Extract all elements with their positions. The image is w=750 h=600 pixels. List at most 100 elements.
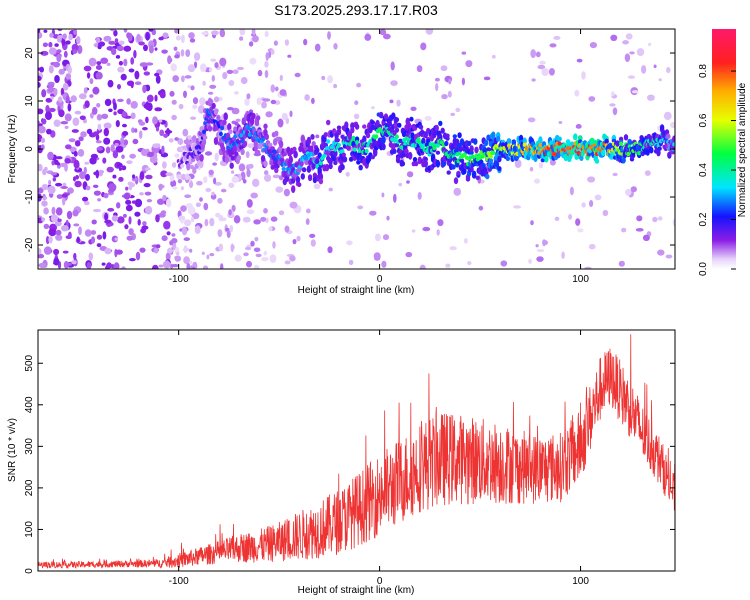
heatmap-cell (318, 161, 323, 166)
heatmap-cell (67, 65, 72, 75)
heatmap-cell (195, 202, 201, 208)
heatmap-cell (256, 149, 261, 156)
heatmap-cell (217, 229, 223, 238)
heatmap-cell (278, 210, 285, 216)
heatmap-cell (126, 235, 134, 241)
heatmap-cell (250, 240, 255, 247)
heatmap-cell (491, 54, 496, 59)
heatmap-cell (186, 162, 191, 171)
heatmap-cell (174, 153, 180, 158)
heatmap-cell (64, 125, 69, 129)
heatmap-cell (104, 212, 109, 221)
heatmap-cell (41, 217, 45, 222)
heatmap-cell (184, 75, 192, 79)
heatmap-cell (117, 98, 124, 102)
heatmap-cell (167, 55, 172, 65)
heatmap-cell (133, 50, 137, 59)
heatmap-cell (242, 216, 251, 223)
heatmap-cell (162, 260, 171, 269)
heatmap-cell (230, 155, 236, 161)
heatmap-cell (228, 182, 235, 188)
heatmap-cell (251, 112, 256, 120)
heatmap-cell (270, 165, 275, 170)
heatmap-cell (670, 121, 675, 129)
heatmap-cell (145, 174, 153, 180)
heatmap-cell (364, 148, 369, 154)
heatmap-cell (270, 49, 275, 55)
heatmap-cell (71, 43, 79, 52)
heatmap-cell (263, 123, 268, 130)
heatmap-cell (95, 65, 103, 70)
heatmap-cell (666, 67, 671, 74)
heatmap-cell (511, 140, 516, 147)
heatmap-cell (153, 247, 159, 254)
y-tick-label: 100 (24, 521, 35, 538)
heatmap-cell (364, 33, 372, 41)
heatmap-cell (370, 120, 375, 125)
heatmap-cell (218, 131, 223, 137)
heatmap-cell (311, 97, 315, 104)
heatmap-cell (174, 137, 179, 141)
heatmap-cell (42, 42, 49, 48)
heatmap-cell (48, 236, 53, 244)
heatmap-cell (449, 246, 457, 251)
heatmap-cell (657, 146, 662, 151)
heatmap-cell (227, 107, 234, 111)
heatmap-cell (279, 89, 287, 96)
heatmap-cell (168, 138, 174, 143)
heatmap-cell (657, 216, 663, 221)
heatmap-cell (672, 218, 675, 227)
heatmap-cell (105, 146, 111, 154)
heatmap-cell (101, 113, 109, 120)
heatmap-cell (211, 75, 215, 82)
heatmap-cell (541, 68, 549, 76)
heatmap-cell (288, 155, 293, 164)
heatmap-cell (197, 104, 205, 114)
heatmap-cell (625, 188, 632, 196)
heatmap-cell (574, 89, 580, 97)
heatmap-cell (618, 260, 625, 267)
heatmap-cell (347, 135, 353, 141)
heatmap-cell (85, 173, 90, 181)
heatmap-cell (79, 171, 86, 180)
heatmap-cell (475, 175, 480, 180)
heatmap-cell (327, 75, 333, 84)
heatmap-cell (242, 179, 247, 184)
colorbar-tick-label: 0.8 (698, 64, 709, 78)
heatmap-cell (152, 143, 161, 149)
heatmap-cell (176, 251, 180, 256)
heatmap-cell (229, 162, 234, 169)
heatmap-cell (55, 182, 63, 187)
heatmap-cell (128, 216, 132, 225)
heatmap-cell (666, 133, 671, 139)
heatmap-cell (264, 61, 269, 68)
heatmap-cell (123, 213, 127, 218)
heatmap-cell (157, 198, 165, 205)
heatmap-cell (307, 174, 313, 182)
heatmap-cell (592, 139, 597, 145)
heatmap-cell (114, 237, 119, 241)
heatmap-cell (240, 148, 245, 156)
heatmap-cell (488, 154, 493, 159)
heatmap-cell (118, 167, 122, 171)
heatmap-cell (113, 262, 120, 269)
heatmap-cell (656, 149, 661, 157)
heatmap-cell (113, 29, 118, 37)
heatmap-cell (132, 138, 139, 145)
heatmap-cell (209, 84, 217, 89)
heatmap-cell (403, 141, 408, 146)
heatmap-cell (434, 124, 439, 132)
heatmap-cell (348, 259, 354, 265)
heatmap-cell (624, 53, 631, 62)
heatmap-cell (143, 44, 148, 52)
heatmap-cell (281, 166, 286, 172)
snr-line (38, 334, 675, 570)
heatmap-cell (196, 180, 203, 186)
heatmap-cell (40, 50, 49, 56)
heatmap-cell (61, 193, 68, 198)
heatmap-cell (478, 205, 484, 211)
heatmap-cell (589, 200, 594, 207)
colorbar-gradient (712, 29, 736, 269)
heatmap-cell (181, 75, 185, 83)
heatmap-cell (365, 132, 371, 139)
